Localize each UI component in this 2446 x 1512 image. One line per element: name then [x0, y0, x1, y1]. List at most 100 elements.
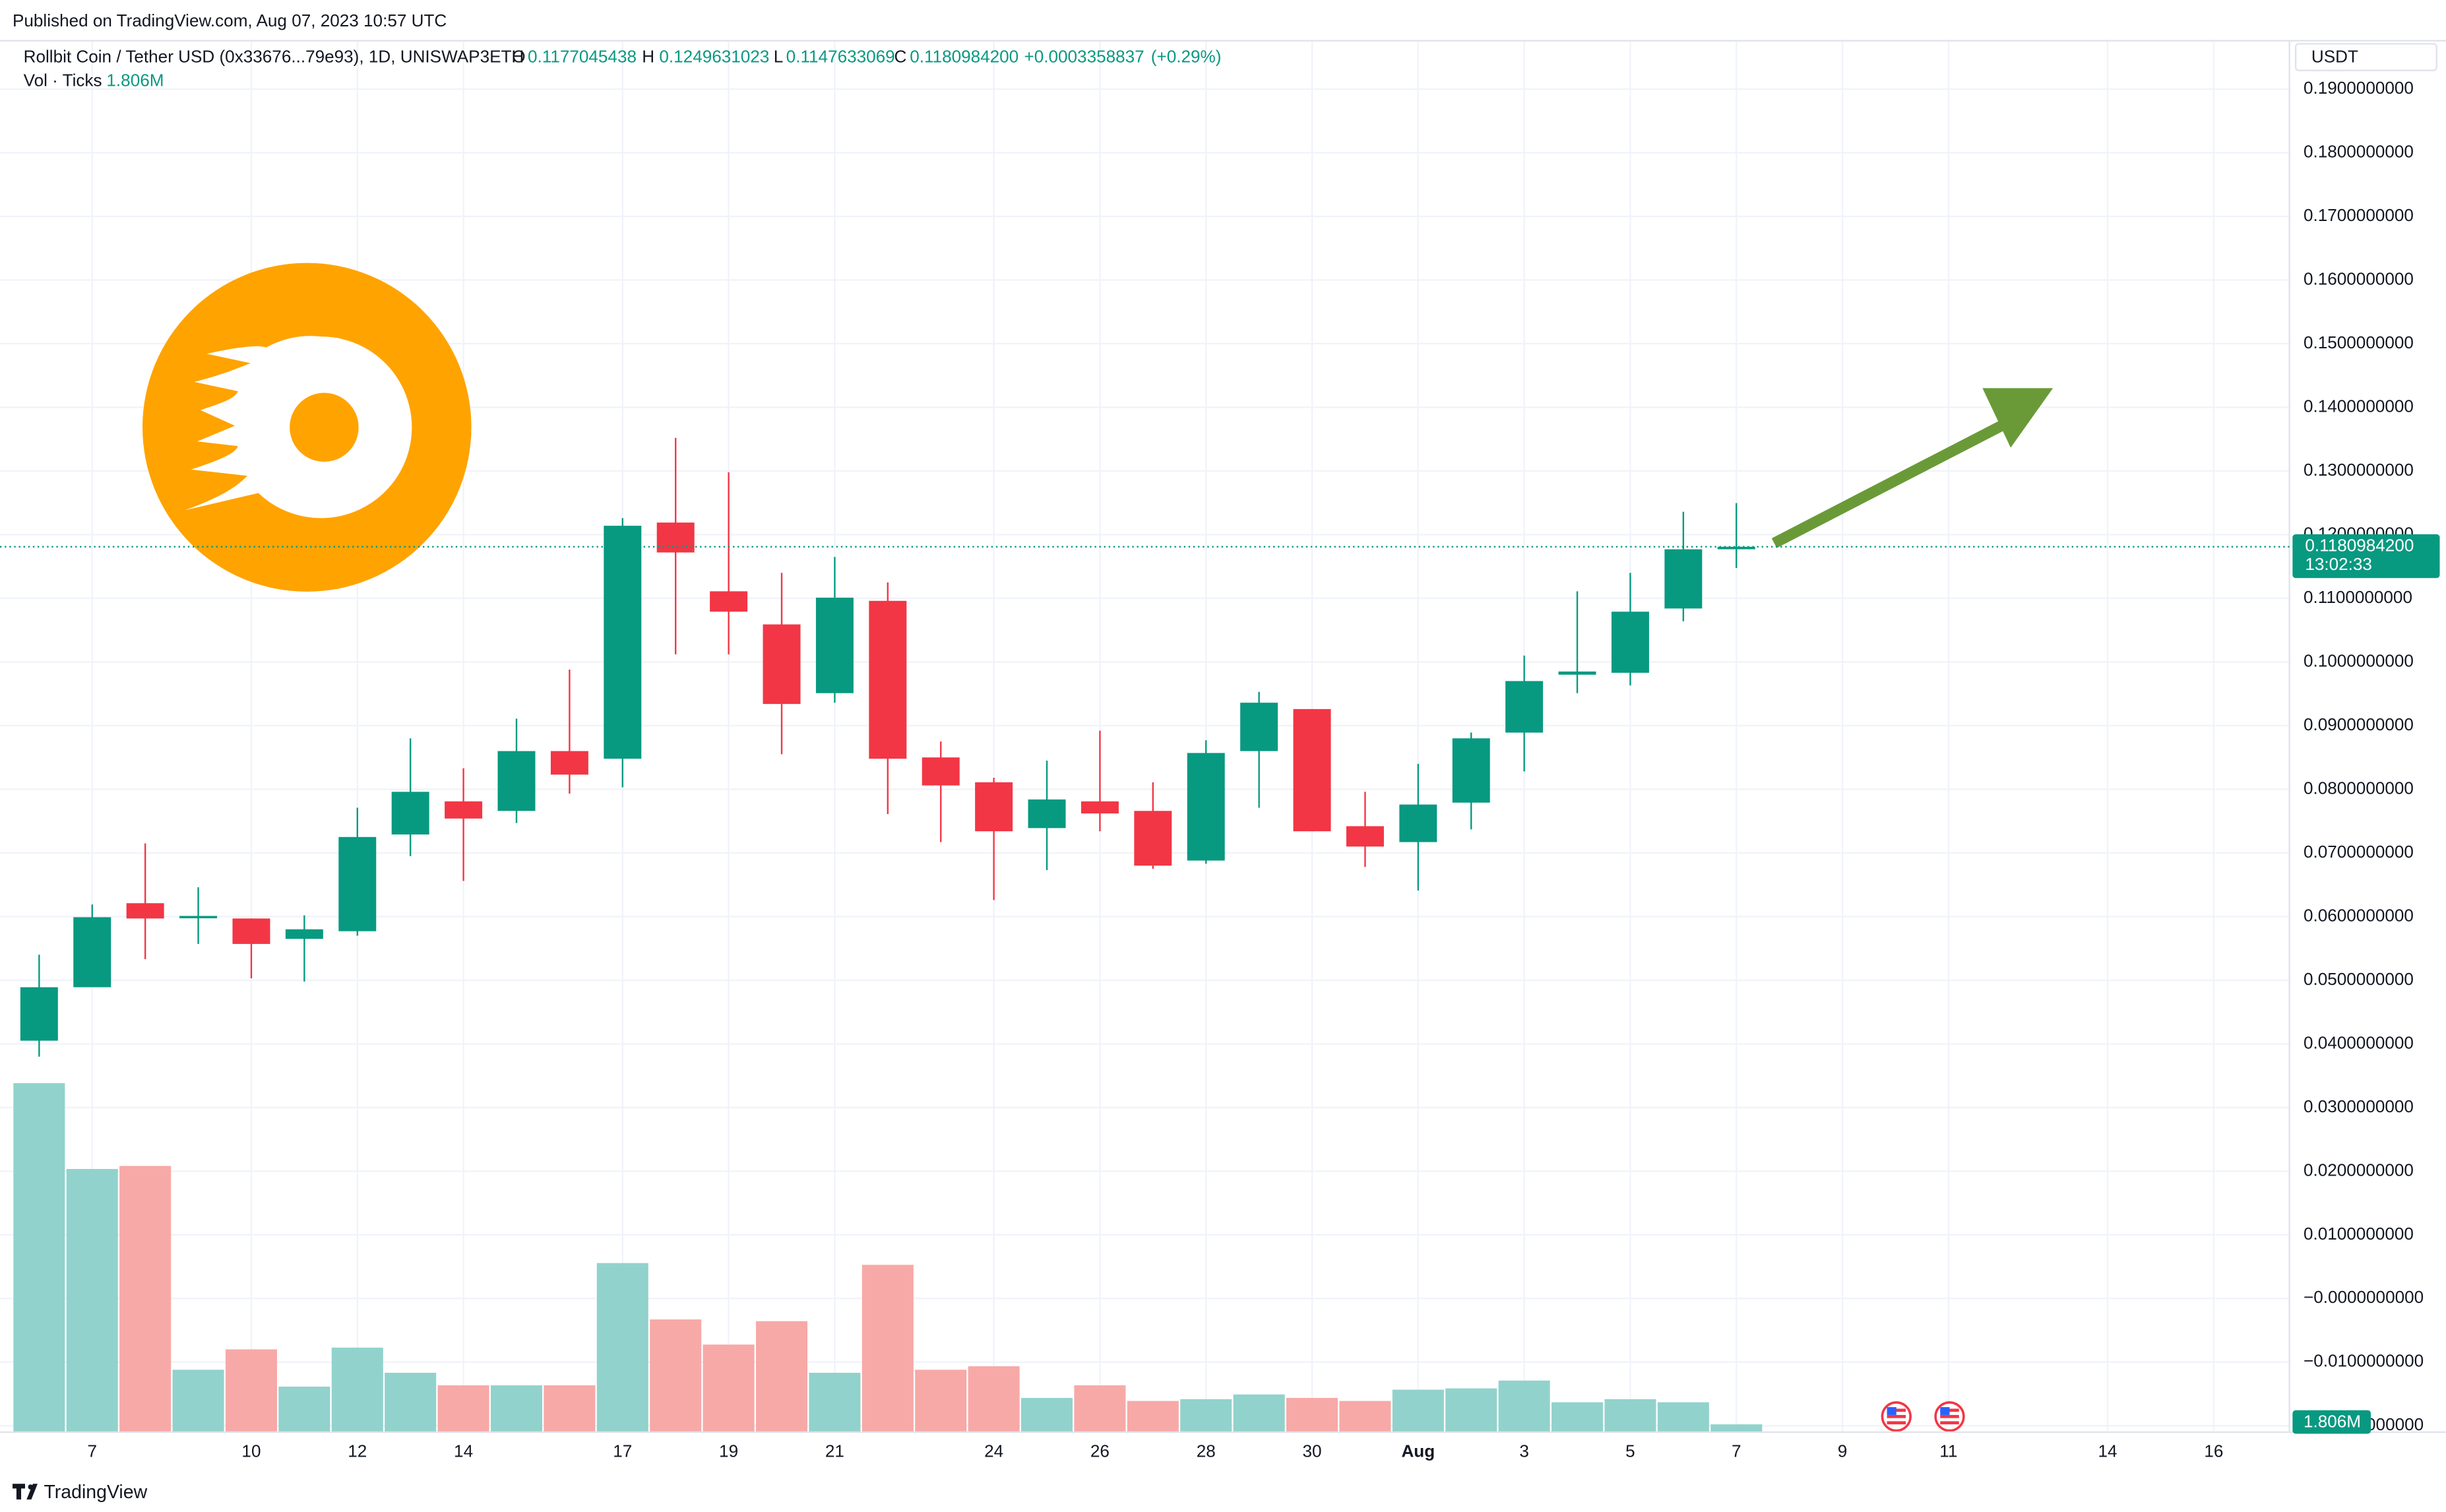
y-tick-label: 0.0800000000 — [2304, 778, 2414, 798]
y-tick-label: 0.0500000000 — [2304, 969, 2414, 989]
candle-body — [1664, 549, 1703, 609]
candle-body — [1081, 801, 1119, 814]
candle-body — [1187, 753, 1225, 861]
y-tick-label: 0.0200000000 — [2304, 1160, 2414, 1180]
volume-bar — [225, 1349, 277, 1432]
volume-bar — [278, 1386, 330, 1432]
candle-body — [1346, 826, 1384, 847]
chart-title: Rollbit Coin / Tether USD (0x33676...79e… — [24, 47, 524, 67]
volume-layer — [13, 1083, 1763, 1432]
volume-bar — [1445, 1388, 1497, 1432]
candle-body — [1240, 703, 1278, 751]
candle-body — [1717, 546, 1755, 550]
volume-bar — [1286, 1398, 1338, 1432]
y-tick-label: 0.0400000000 — [2304, 1032, 2414, 1052]
y-tick-label: 0.1800000000 — [2304, 141, 2414, 161]
volume-bar — [172, 1370, 224, 1432]
candle-body — [1399, 804, 1437, 842]
x-tick-label: 28 — [1197, 1441, 1216, 1461]
volume-bar — [1392, 1389, 1444, 1432]
x-tick-label: Aug — [1401, 1441, 1435, 1461]
volume-bar — [1604, 1399, 1656, 1432]
x-tick-label: 17 — [613, 1441, 632, 1461]
y-tick-label: −0.0100000000 — [2304, 1351, 2424, 1371]
candle-body — [550, 751, 588, 775]
volume-bar — [809, 1372, 861, 1432]
volume-bar — [13, 1083, 65, 1432]
event-icon — [1881, 1401, 1912, 1432]
candle-body — [656, 522, 695, 553]
candle-body — [179, 916, 218, 919]
y-tick-label: 0.1100000000 — [2304, 587, 2412, 607]
candle-body — [1028, 799, 1066, 829]
ohlc-value: 0.1177045438 — [528, 47, 637, 67]
x-tick-label: 10 — [241, 1441, 261, 1461]
volume-title: Vol · Ticks — [24, 70, 102, 90]
currency[interactable]: USDT — [2311, 47, 2358, 67]
y-tick-label: 0.0700000000 — [2304, 842, 2414, 862]
countdown: 13:02:33 — [2305, 554, 2372, 574]
footer-logo — [12, 1484, 38, 1500]
change: +0.0003358837 — [1024, 47, 1145, 67]
candle-body — [126, 903, 164, 919]
x-tick-label: 30 — [1303, 1441, 1322, 1461]
candle-body — [975, 782, 1013, 832]
volume-bar — [437, 1385, 489, 1432]
ohlc-key: H — [642, 47, 654, 67]
y-tick-label: 0.1900000000 — [2304, 78, 2414, 98]
candle-body — [285, 929, 323, 939]
y-tick-label: 0.0900000000 — [2304, 714, 2414, 734]
volume-bar — [1180, 1399, 1232, 1432]
candle-body — [445, 801, 483, 819]
candle-body — [1452, 738, 1490, 803]
y-tick-label: −0.0000000000 — [2304, 1287, 2424, 1307]
volume-bar — [66, 1169, 118, 1432]
candle-body — [232, 918, 270, 944]
volume-bar — [755, 1321, 808, 1432]
price-badge-label: 0.1180984200 — [2305, 536, 2414, 555]
volume-bar — [1498, 1380, 1550, 1432]
candle-layer — [20, 437, 1755, 1057]
x-tick-label: 14 — [454, 1441, 473, 1461]
x-tick-label: 11 — [1939, 1441, 1957, 1461]
x-tick-label: 14 — [2098, 1441, 2117, 1461]
candle-body — [710, 591, 748, 612]
rollbit-logo — [142, 263, 472, 592]
y-tick-label: 0.1000000000 — [2304, 650, 2414, 670]
volume-bar — [490, 1385, 542, 1432]
x-tick-label: 19 — [719, 1441, 738, 1461]
event-icon — [1934, 1401, 1965, 1432]
x-tick-label: 16 — [2204, 1441, 2223, 1461]
ohlc-value: 0.1249631023 — [659, 47, 769, 67]
volume-bar — [1020, 1398, 1073, 1432]
volume-bar — [862, 1265, 914, 1432]
candle-body — [869, 600, 907, 759]
ohlc-key: O — [512, 47, 525, 67]
x-tick-label: 12 — [348, 1441, 367, 1461]
volume-badge-label: 1.806M — [2304, 1412, 2361, 1432]
volume-bar — [1233, 1394, 1285, 1432]
x-tick-label: 9 — [1838, 1441, 1848, 1461]
currency-box[interactable] — [2294, 43, 2437, 71]
volume-bar — [1552, 1402, 1604, 1432]
volume-bar — [596, 1263, 648, 1432]
candle-body — [815, 597, 854, 693]
published-note: Published on TradingView.com, Aug 07, 20… — [13, 11, 447, 30]
x-tick-label: 26 — [1090, 1441, 1110, 1461]
volume-bar — [331, 1347, 383, 1432]
volume-bar — [1074, 1385, 1126, 1432]
y-tick-label: 0.0600000000 — [2304, 905, 2414, 925]
y-tick-label: 0.1500000000 — [2304, 332, 2414, 352]
x-tick-label: 7 — [87, 1441, 97, 1461]
overlay: 0.1900000000 0.1800000000 0.1700000000 0.16… — [0, 78, 2440, 1461]
ohlc-value: 0.1180984200 — [910, 47, 1019, 67]
volume-bar — [1710, 1424, 1763, 1432]
volume-bar — [650, 1319, 702, 1432]
volume-value: 1.806M — [106, 70, 164, 90]
volume-bar — [544, 1385, 596, 1432]
y-tick-label: 0.1400000000 — [2304, 396, 2414, 416]
x-tick-label: 7 — [1732, 1441, 1741, 1461]
volume-bar — [1657, 1402, 1709, 1432]
candle-body — [20, 987, 58, 1041]
